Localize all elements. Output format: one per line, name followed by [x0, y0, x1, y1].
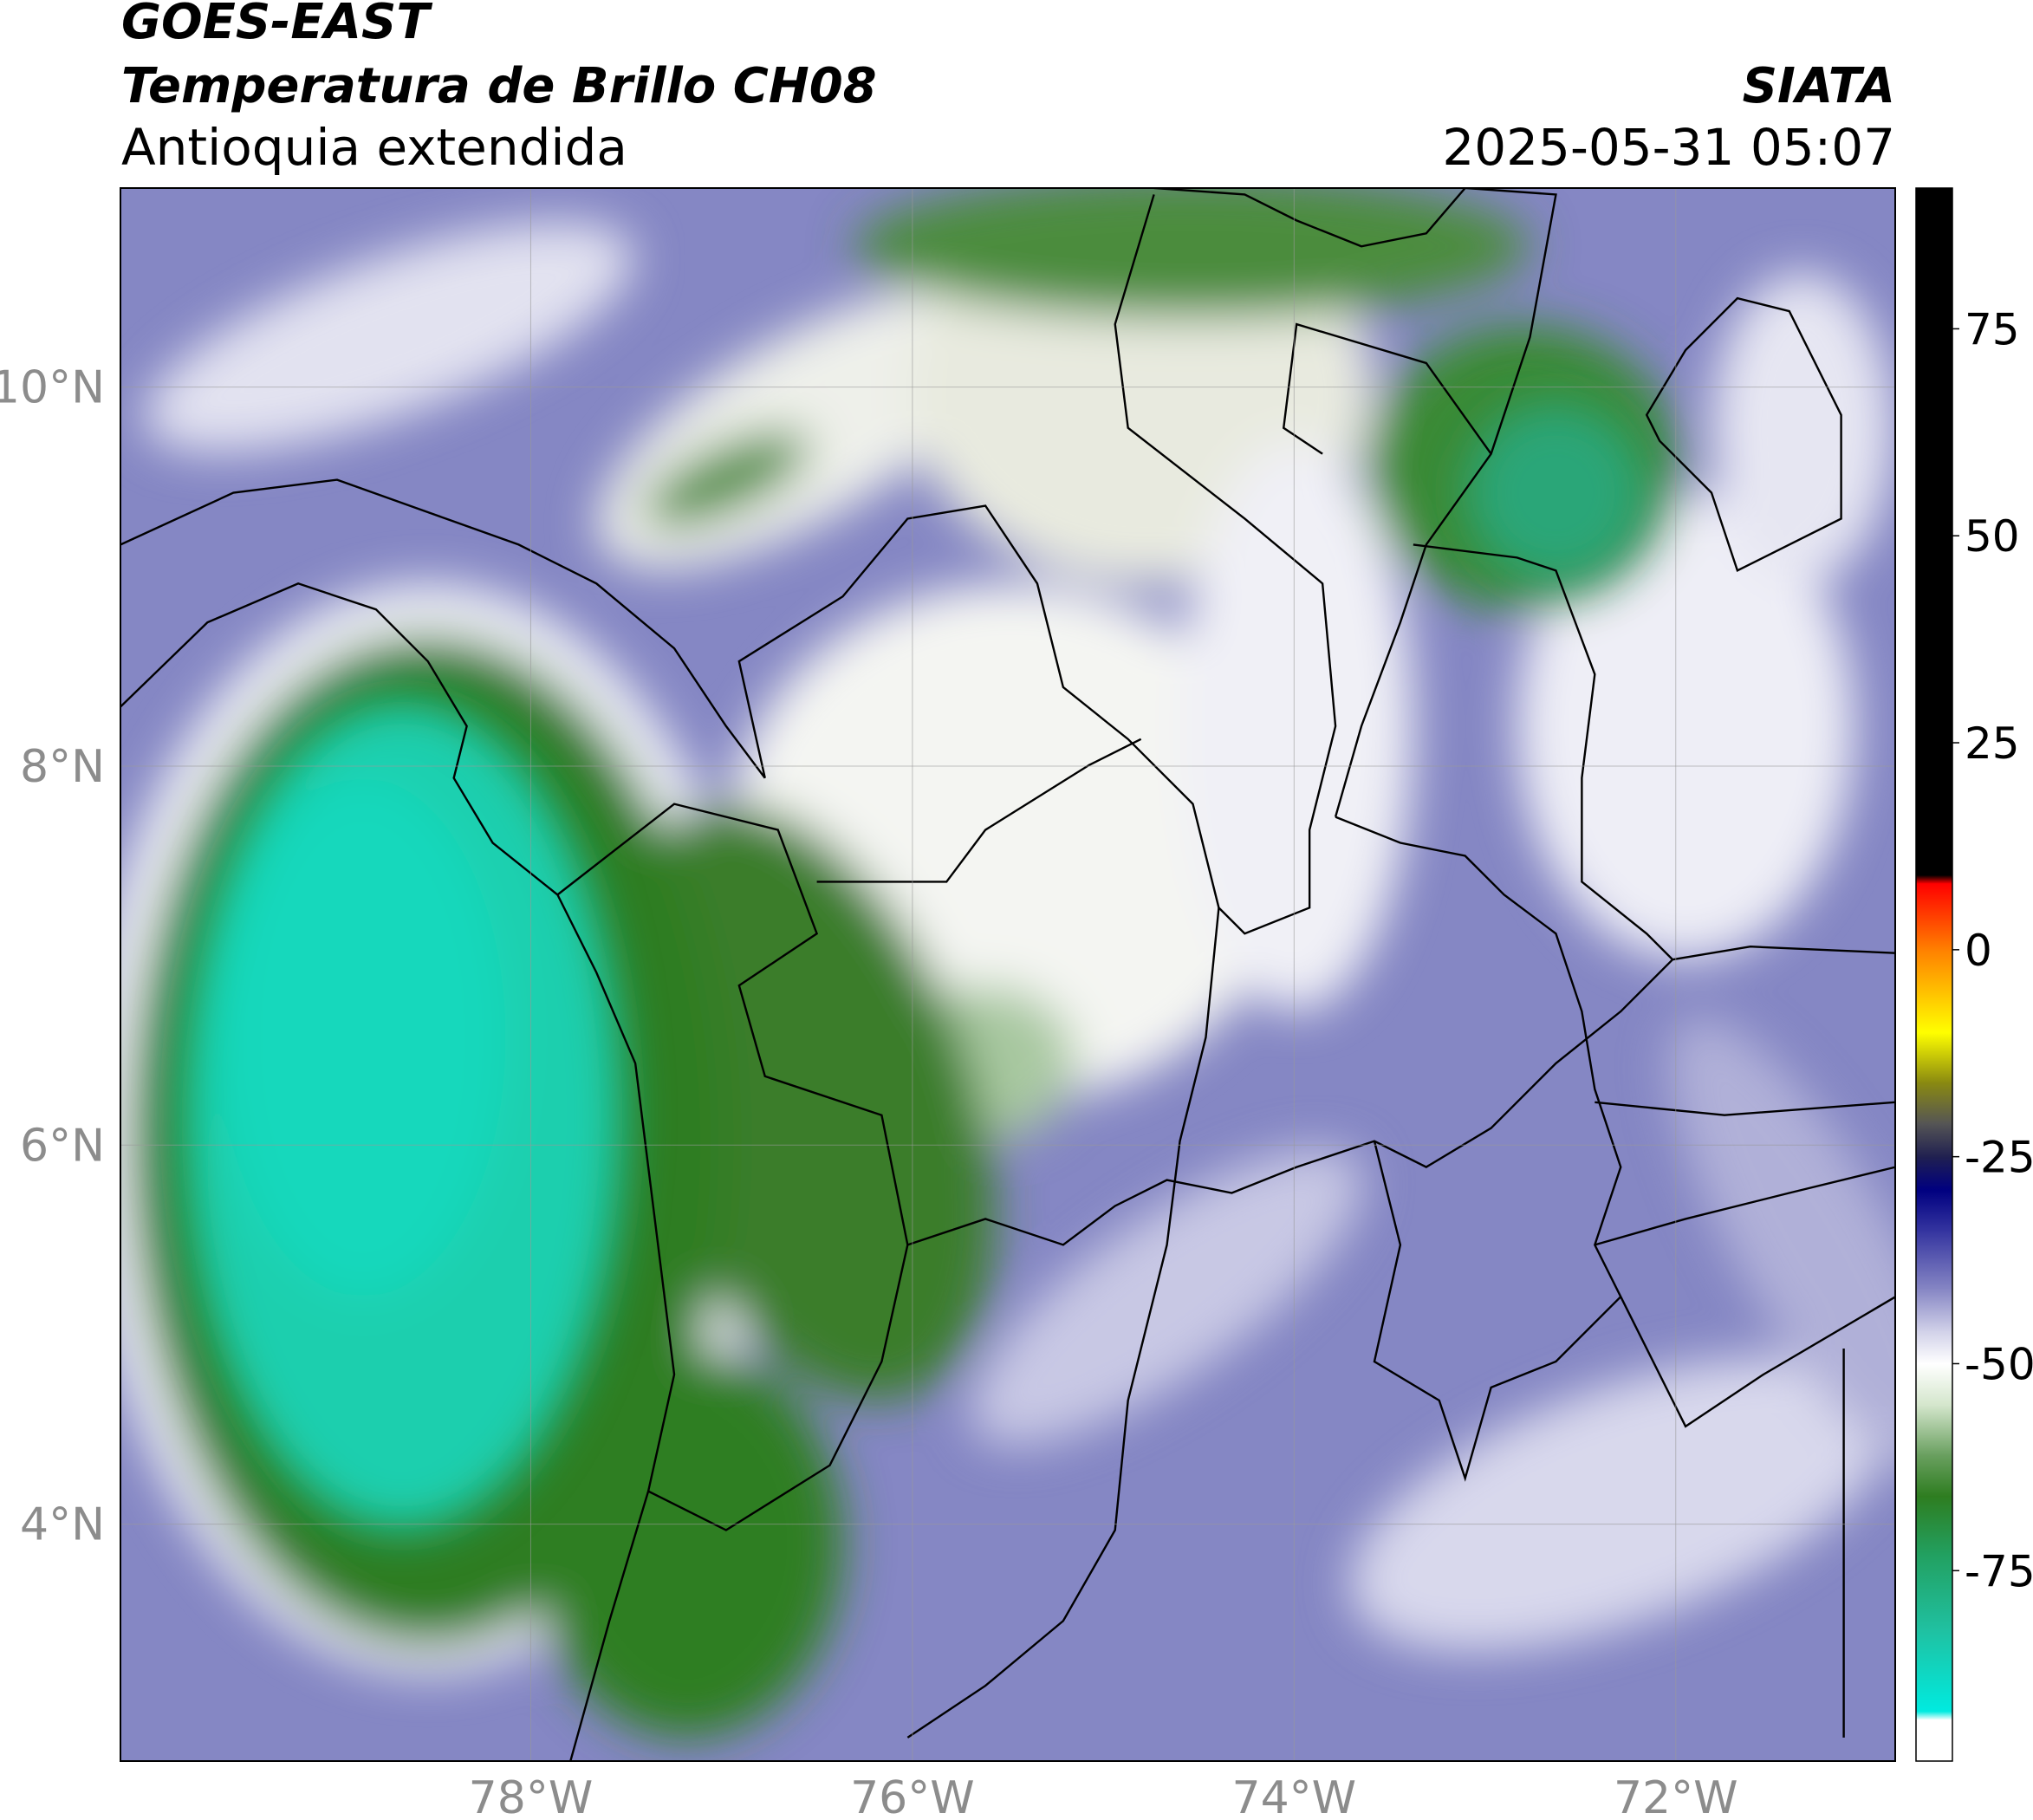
lat-tick-label: 4°N — [20, 1499, 105, 1551]
colorbar-tick-label: -75 — [1965, 1546, 2033, 1596]
datetime: 2025-05-31 05:07 — [1442, 118, 1895, 177]
colorbar-segment — [1916, 1082, 1952, 1124]
colorbar-segment — [1916, 1628, 1952, 1713]
colorbar-segment — [1916, 1231, 1952, 1290]
colorbar-segment — [1916, 1156, 1952, 1191]
colorbar-tick-label: -50 — [1965, 1339, 2033, 1389]
colorbar-segment — [1916, 1032, 1952, 1083]
borders — [120, 188, 1895, 1761]
graticule — [120, 188, 1895, 1761]
colorbar-segment — [1916, 1405, 1952, 1456]
colorbar-segment — [1916, 188, 1952, 876]
colorbar-tick-label: 0 — [1965, 926, 1992, 976]
lat-tick-label: 10°N — [0, 362, 105, 414]
lat-tick-label: 6°N — [20, 1120, 105, 1172]
map-frame — [120, 187, 1896, 1762]
lon-tick-label: 72°W — [1614, 1772, 1738, 1820]
colorbar-segment — [1916, 1554, 1952, 1629]
title: GOES-EAST — [121, 0, 432, 50]
source: SIATA — [1743, 58, 1895, 114]
region: Antioquia extendida — [121, 118, 627, 177]
satellite-image — [120, 188, 1895, 1761]
colorbar-tick-label: 75 — [1965, 304, 2020, 354]
colorbar-segment — [1916, 1363, 1952, 1406]
colorbar-segment — [1916, 1123, 1952, 1158]
colorbar-segment — [1916, 883, 1952, 951]
colorbar-segment — [1916, 1496, 1952, 1555]
colorbar-segment — [1916, 1719, 1952, 1762]
colorbar-tick-label: -25 — [1965, 1133, 2033, 1183]
colorbar-segment — [1916, 874, 1952, 884]
colorbar-frame — [1915, 187, 1953, 1762]
colorbar-segment — [1916, 1289, 1952, 1331]
colorbar-tick-label: 25 — [1965, 718, 2020, 769]
colorbar-segment — [1916, 1189, 1952, 1232]
subtitle: Temperatura de Brillo CH08 — [121, 58, 877, 114]
lat-tick-label: 8°N — [20, 741, 105, 793]
colorbar-segment — [1916, 1454, 1952, 1497]
colorbar-tick-label: 50 — [1965, 511, 2020, 562]
colorbar-segment — [1916, 949, 1952, 1033]
colorbar: 75 50 25 0 -25 -50 -75 — [1915, 187, 2033, 1762]
lon-tick-label: 78°W — [469, 1772, 594, 1820]
lon-tick-label: 74°W — [1232, 1772, 1357, 1820]
lon-tick-label: 76°W — [850, 1772, 975, 1820]
colorbar-segment — [1916, 1711, 1952, 1720]
colorbar-segment — [1916, 1330, 1952, 1364]
